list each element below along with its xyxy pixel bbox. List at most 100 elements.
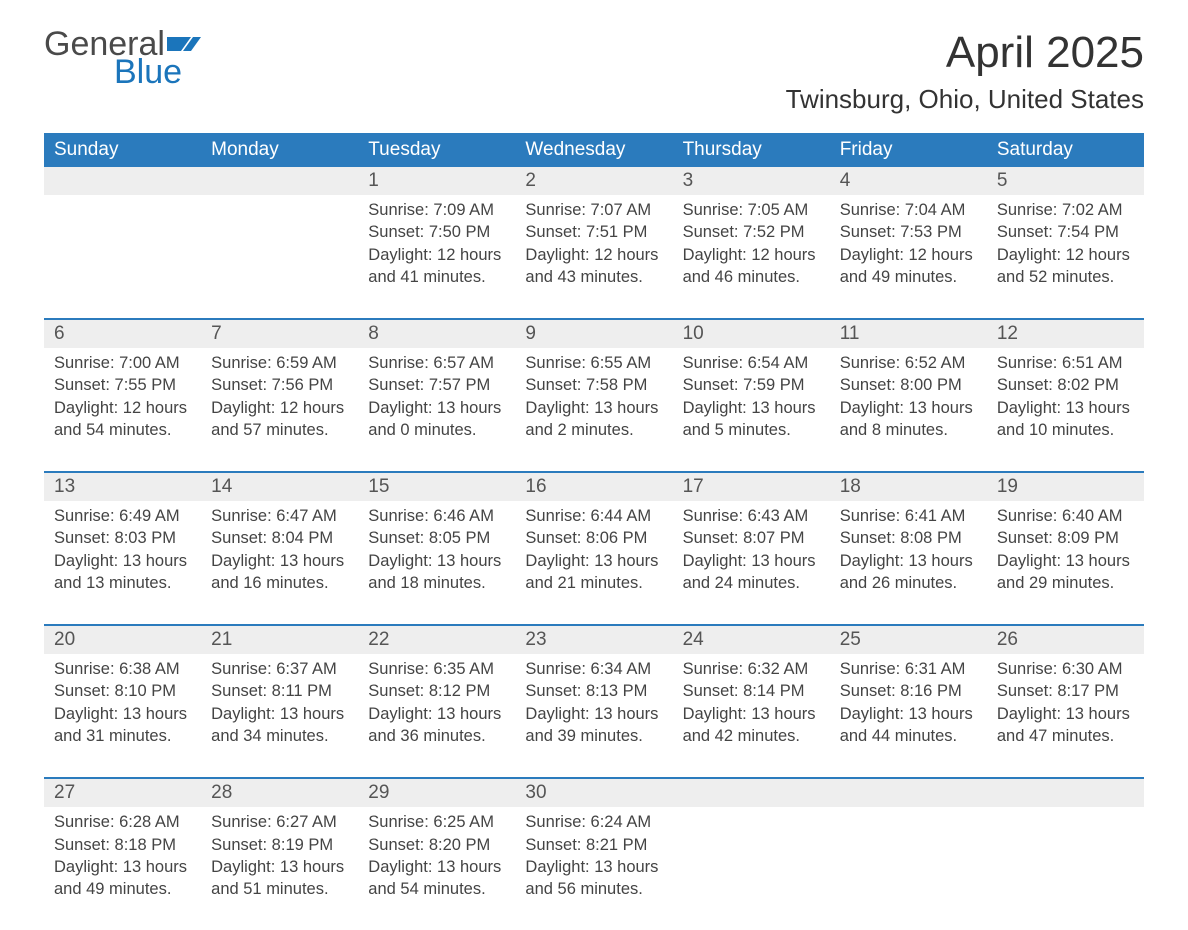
day-details: Sunrise: 6:35 AMSunset: 8:12 PMDaylight:… (358, 654, 515, 777)
day-details: Sunrise: 6:34 AMSunset: 8:13 PMDaylight:… (515, 654, 672, 777)
daylight-text: Daylight: 13 hours and 36 minutes. (368, 703, 505, 748)
day-number: 21 (201, 626, 358, 654)
sunrise-text: Sunrise: 6:31 AM (840, 658, 977, 680)
day-number: 3 (673, 167, 830, 195)
sunrise-text: Sunrise: 6:54 AM (683, 352, 820, 374)
location: Twinsburg, Ohio, United States (786, 84, 1144, 115)
detail-row: Sunrise: 6:49 AMSunset: 8:03 PMDaylight:… (44, 501, 1144, 624)
day-number: 5 (987, 167, 1144, 195)
day-number (830, 779, 987, 807)
day-details: Sunrise: 6:31 AMSunset: 8:16 PMDaylight:… (830, 654, 987, 777)
day-number: 13 (44, 473, 201, 501)
day-details: Sunrise: 6:47 AMSunset: 8:04 PMDaylight:… (201, 501, 358, 624)
days-of-week-header: Sunday Monday Tuesday Wednesday Thursday… (44, 133, 1144, 167)
day-details: Sunrise: 6:24 AMSunset: 8:21 PMDaylight:… (515, 807, 672, 930)
title-block: April 2025 Twinsburg, Ohio, United State… (786, 28, 1144, 115)
daynum-row: 6789101112 (44, 320, 1144, 348)
daylight-text: Daylight: 12 hours and 52 minutes. (997, 244, 1134, 289)
daylight-text: Daylight: 13 hours and 2 minutes. (525, 397, 662, 442)
sunrise-text: Sunrise: 6:28 AM (54, 811, 191, 833)
daynum-row: 20212223242526 (44, 626, 1144, 654)
sunset-text: Sunset: 8:11 PM (211, 680, 348, 702)
sunrise-text: Sunrise: 6:41 AM (840, 505, 977, 527)
day-number: 7 (201, 320, 358, 348)
daynum-row: 27282930 (44, 779, 1144, 807)
daylight-text: Daylight: 12 hours and 54 minutes. (54, 397, 191, 442)
detail-row: Sunrise: 7:09 AMSunset: 7:50 PMDaylight:… (44, 195, 1144, 318)
daylight-text: Daylight: 13 hours and 44 minutes. (840, 703, 977, 748)
day-details: Sunrise: 6:57 AMSunset: 7:57 PMDaylight:… (358, 348, 515, 471)
day-number: 24 (673, 626, 830, 654)
daylight-text: Daylight: 13 hours and 54 minutes. (368, 856, 505, 901)
daylight-text: Daylight: 13 hours and 56 minutes. (525, 856, 662, 901)
day-number: 10 (673, 320, 830, 348)
day-details: Sunrise: 6:52 AMSunset: 8:00 PMDaylight:… (830, 348, 987, 471)
day-number: 14 (201, 473, 358, 501)
day-details: Sunrise: 6:46 AMSunset: 8:05 PMDaylight:… (358, 501, 515, 624)
day-number: 2 (515, 167, 672, 195)
day-details: Sunrise: 6:37 AMSunset: 8:11 PMDaylight:… (201, 654, 358, 777)
sunset-text: Sunset: 7:56 PM (211, 374, 348, 396)
sunset-text: Sunset: 7:52 PM (683, 221, 820, 243)
sunrise-text: Sunrise: 6:55 AM (525, 352, 662, 374)
day-number: 1 (358, 167, 515, 195)
daylight-text: Daylight: 13 hours and 18 minutes. (368, 550, 505, 595)
day-details: Sunrise: 6:49 AMSunset: 8:03 PMDaylight:… (44, 501, 201, 624)
day-number: 15 (358, 473, 515, 501)
day-details (44, 195, 201, 318)
sunrise-text: Sunrise: 6:49 AM (54, 505, 191, 527)
day-details: Sunrise: 6:27 AMSunset: 8:19 PMDaylight:… (201, 807, 358, 930)
daylight-text: Daylight: 13 hours and 5 minutes. (683, 397, 820, 442)
daylight-text: Daylight: 12 hours and 41 minutes. (368, 244, 505, 289)
week-block: 13141516171819Sunrise: 6:49 AMSunset: 8:… (44, 471, 1144, 624)
daylight-text: Daylight: 13 hours and 10 minutes. (997, 397, 1134, 442)
day-number: 30 (515, 779, 672, 807)
day-details: Sunrise: 7:09 AMSunset: 7:50 PMDaylight:… (358, 195, 515, 318)
day-number: 9 (515, 320, 672, 348)
day-details (673, 807, 830, 930)
sunset-text: Sunset: 8:04 PM (211, 527, 348, 549)
sunrise-text: Sunrise: 6:32 AM (683, 658, 820, 680)
day-number: 19 (987, 473, 1144, 501)
day-details: Sunrise: 7:04 AMSunset: 7:53 PMDaylight:… (830, 195, 987, 318)
daylight-text: Daylight: 12 hours and 43 minutes. (525, 244, 662, 289)
day-number (44, 167, 201, 195)
dow-cell: Monday (201, 133, 358, 167)
sunset-text: Sunset: 7:50 PM (368, 221, 505, 243)
day-number: 29 (358, 779, 515, 807)
day-number: 27 (44, 779, 201, 807)
day-number: 23 (515, 626, 672, 654)
header: General Blue April 2025 Twinsburg, Ohio,… (44, 28, 1144, 115)
day-details: Sunrise: 6:59 AMSunset: 7:56 PMDaylight:… (201, 348, 358, 471)
sunset-text: Sunset: 7:58 PM (525, 374, 662, 396)
sunrise-text: Sunrise: 6:35 AM (368, 658, 505, 680)
dow-cell: Thursday (673, 133, 830, 167)
sunset-text: Sunset: 8:12 PM (368, 680, 505, 702)
daylight-text: Daylight: 13 hours and 34 minutes. (211, 703, 348, 748)
sunrise-text: Sunrise: 7:00 AM (54, 352, 191, 374)
sunset-text: Sunset: 8:14 PM (683, 680, 820, 702)
sunset-text: Sunset: 8:05 PM (368, 527, 505, 549)
week-block: 27282930Sunrise: 6:28 AMSunset: 8:18 PMD… (44, 777, 1144, 930)
day-details: Sunrise: 7:00 AMSunset: 7:55 PMDaylight:… (44, 348, 201, 471)
day-number (987, 779, 1144, 807)
day-number: 6 (44, 320, 201, 348)
day-details (987, 807, 1144, 930)
dow-cell: Sunday (44, 133, 201, 167)
sunset-text: Sunset: 8:09 PM (997, 527, 1134, 549)
daylight-text: Daylight: 13 hours and 8 minutes. (840, 397, 977, 442)
sunset-text: Sunset: 8:03 PM (54, 527, 191, 549)
day-details: Sunrise: 6:41 AMSunset: 8:08 PMDaylight:… (830, 501, 987, 624)
sunrise-text: Sunrise: 7:04 AM (840, 199, 977, 221)
sunset-text: Sunset: 7:51 PM (525, 221, 662, 243)
daylight-text: Daylight: 13 hours and 49 minutes. (54, 856, 191, 901)
week-block: 20212223242526Sunrise: 6:38 AMSunset: 8:… (44, 624, 1144, 777)
sunrise-text: Sunrise: 6:44 AM (525, 505, 662, 527)
sunrise-text: Sunrise: 7:02 AM (997, 199, 1134, 221)
sunset-text: Sunset: 7:53 PM (840, 221, 977, 243)
day-details: Sunrise: 6:25 AMSunset: 8:20 PMDaylight:… (358, 807, 515, 930)
day-number: 11 (830, 320, 987, 348)
daylight-text: Daylight: 13 hours and 13 minutes. (54, 550, 191, 595)
sunrise-text: Sunrise: 6:59 AM (211, 352, 348, 374)
day-number: 4 (830, 167, 987, 195)
